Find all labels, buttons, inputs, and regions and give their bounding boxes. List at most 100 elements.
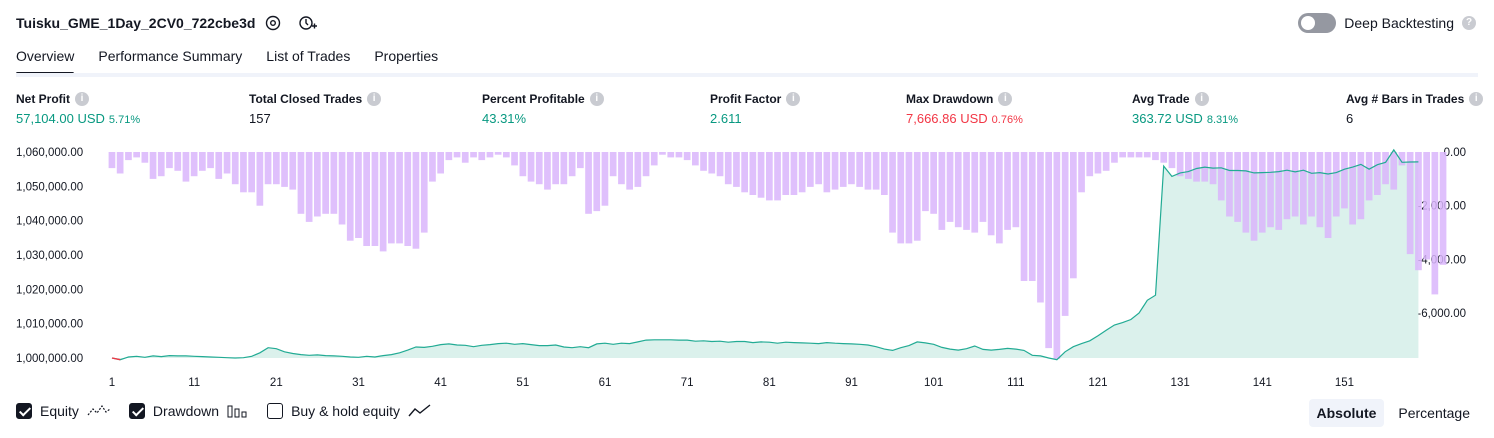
- drawdown-bar: [1217, 152, 1225, 201]
- drawdown-bar: [248, 152, 255, 193]
- drawdown-bar: [774, 152, 781, 201]
- stat-max-drawdown: Max Drawdown i 7,666.86 USD 0.76%: [906, 92, 1023, 126]
- stat-label: Avg # Bars in Trades: [1346, 92, 1465, 106]
- left-axis-tick: 1,050,000.00: [16, 181, 83, 193]
- equity-toggle[interactable]: Equity: [16, 403, 111, 419]
- drawdown-bar: [273, 152, 280, 185]
- equity-label: Equity: [40, 403, 79, 419]
- info-icon[interactable]: i: [786, 92, 801, 106]
- drawdown-bar: [240, 152, 247, 193]
- info-icon[interactable]: i: [1469, 92, 1484, 106]
- drawdown-bar: [1250, 152, 1258, 241]
- x-axis-tick: 71: [681, 377, 694, 389]
- drawdown-bar: [420, 152, 428, 233]
- stat-label: Total Closed Trades: [249, 92, 363, 106]
- drawdown-bar: [297, 152, 305, 214]
- drawdown-bar: [264, 152, 272, 185]
- stat-value: 363.72 USD: [1132, 111, 1203, 126]
- percentage-button[interactable]: Percentage: [1398, 405, 1470, 421]
- info-icon[interactable]: i: [998, 92, 1013, 106]
- drawdown-bar: [1431, 152, 1439, 295]
- x-axis-tick: 131: [1171, 377, 1190, 389]
- buy-hold-checkbox[interactable]: [267, 403, 284, 419]
- drawdown-bar: [289, 152, 297, 190]
- deep-backtesting-label: Deep Backtesting: [1344, 15, 1454, 31]
- drawdown-bar: [741, 152, 748, 193]
- drawdown-bar: [642, 152, 650, 177]
- drawdown-bar: [1357, 152, 1365, 220]
- drawdown-bar: [396, 152, 403, 244]
- right-axis-tick: 0.00: [1444, 147, 1466, 159]
- drawdown-bar: [757, 152, 765, 198]
- drawdown-bar: [954, 152, 962, 228]
- info-icon[interactable]: i: [367, 92, 382, 106]
- drawdown-checkbox[interactable]: [128, 403, 145, 419]
- drawdown-bar: [281, 152, 288, 187]
- drawdown-bar: [996, 152, 1003, 244]
- drawdown-bar: [355, 152, 362, 238]
- info-icon[interactable]: i: [589, 92, 604, 106]
- stat-label: Profit Factor: [710, 92, 782, 106]
- stat-profit-factor: Profit Factor i 2.611: [710, 92, 801, 126]
- drawdown-bar: [552, 152, 559, 185]
- stat-value: 57,104.00 USD: [16, 111, 105, 126]
- drawdown-bar: [922, 152, 929, 212]
- tab-list-of-trades[interactable]: List of Trades: [266, 48, 351, 64]
- equity-drawdown-chart[interactable]: 1,060,000.00 1,050,000.00 1,040,000.00 1,03…: [0, 140, 1494, 395]
- drawdown-bar: [1004, 152, 1011, 230]
- drawdown-bar: [478, 152, 486, 161]
- drawdown-bar: [897, 152, 905, 244]
- drawdown-bar: [1308, 152, 1315, 217]
- drawdown-bar: [231, 152, 239, 185]
- drawdown-bar: [626, 152, 633, 190]
- drawdown-bar: [1168, 152, 1176, 169]
- info-icon[interactable]: i: [1194, 92, 1209, 106]
- drawdown-toggle[interactable]: Drawdown: [128, 403, 249, 419]
- drawdown-bar: [1365, 152, 1373, 201]
- deep-backtesting-toggle[interactable]: [1298, 13, 1337, 33]
- add-alert-icon[interactable]: [296, 12, 318, 34]
- stat-percent-profitable: Percent Profitable i 43.31%: [482, 92, 604, 126]
- drawdown-bar: [864, 152, 872, 190]
- drawdown-bar: [379, 152, 387, 252]
- drawdown-bar: [133, 152, 140, 158]
- tab-divider: [16, 73, 1478, 77]
- absolute-button[interactable]: Absolute: [1308, 399, 1385, 427]
- drawdown-bar: [1061, 152, 1069, 316]
- drawdown-bar: [305, 152, 313, 222]
- drawdown-bar: [889, 152, 896, 233]
- drawdown-bar: [659, 152, 666, 155]
- drawdown-bar: [609, 152, 617, 177]
- drawdown-bar: [708, 152, 716, 174]
- drawdown-bar: [683, 152, 691, 161]
- drawdown-bar: [453, 152, 461, 158]
- stat-total-closed-trades: Total Closed Trades i 157: [249, 92, 382, 126]
- drawdown-bar: [987, 152, 995, 236]
- drawdown-bar: [338, 152, 346, 225]
- tab-overview[interactable]: Overview: [16, 48, 75, 75]
- drawdown-bar: [1127, 152, 1135, 158]
- gear-icon[interactable]: [262, 12, 284, 34]
- drawdown-bar: [1045, 152, 1052, 349]
- buy-hold-toggle[interactable]: Buy & hold equity: [267, 403, 432, 419]
- left-axis-tick: 1,000,000.00: [16, 353, 83, 365]
- drawdown-bar: [1119, 152, 1126, 158]
- stat-label: Net Profit: [16, 92, 70, 106]
- stat-value: 7,666.86 USD: [906, 111, 988, 126]
- drawdown-bar: [716, 152, 724, 177]
- tab-performance-summary[interactable]: Performance Summary: [98, 48, 243, 64]
- drawdown-bar: [1185, 152, 1192, 179]
- help-icon[interactable]: ?: [1462, 16, 1476, 30]
- drawdown-bar: [1226, 152, 1233, 217]
- drawdown-bar: [346, 152, 354, 241]
- left-axis-tick: 1,020,000.00: [16, 284, 83, 296]
- drawdown-bar: [856, 152, 863, 187]
- drawdown-bar: [1283, 152, 1291, 220]
- drawdown-bar: [445, 152, 453, 161]
- drawdown-bar: [535, 152, 543, 185]
- stat-value: 43.31%: [482, 111, 527, 126]
- info-icon[interactable]: i: [75, 92, 89, 106]
- equity-checkbox[interactable]: [16, 403, 32, 419]
- tab-properties[interactable]: Properties: [374, 48, 439, 64]
- stat-percent: 5.71%: [108, 114, 141, 126]
